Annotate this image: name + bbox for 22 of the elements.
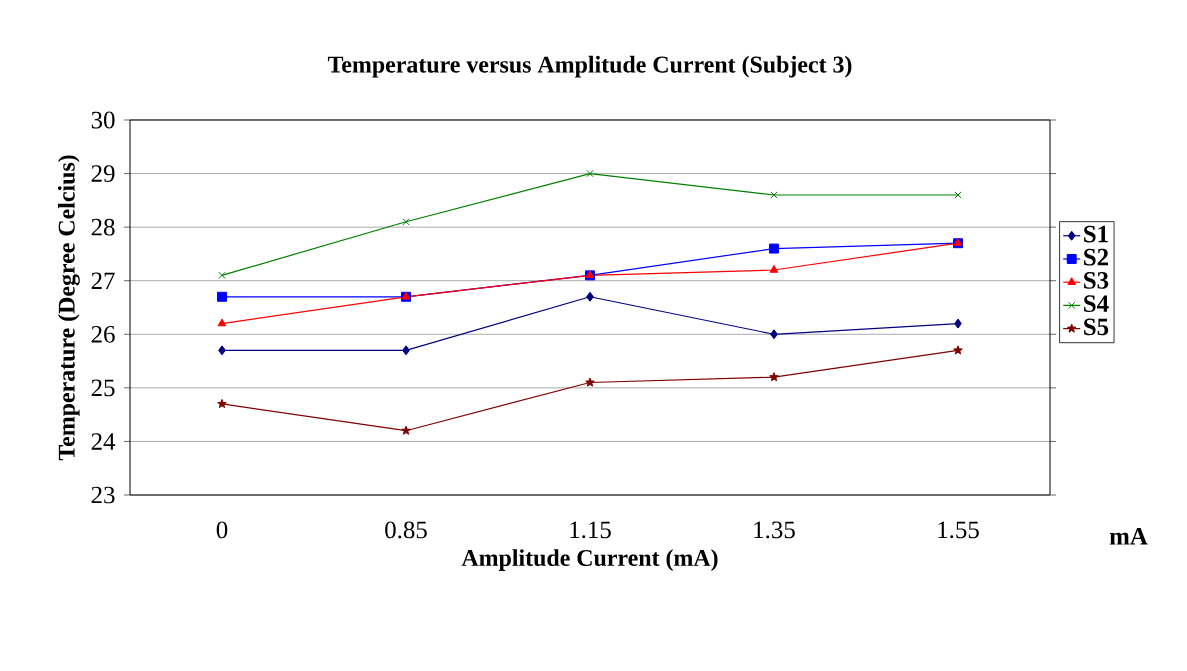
text: mA: [1109, 528, 1148, 545]
y-axis-title: Temperature (Degree Celcius): [57, 155, 80, 461]
x-tick-label: 1.35: [754, 521, 795, 539]
x-tick-label: 0.85: [385, 521, 427, 539]
x-tick-label: 1.55: [938, 521, 979, 539]
chart-title: Temperature versus Amplitude Current (Subject 3): [327, 55, 852, 78]
y-tick-label: 28: [91, 218, 115, 236]
legend-label: S5: [1084, 318, 1109, 336]
y-tick-label: 25: [91, 379, 115, 397]
x-axis-title: Amplitude Current (mA): [461, 549, 718, 571]
y-tick-label: 30: [91, 111, 115, 129]
y-tick-label: 26: [91, 325, 115, 343]
y-tick-label: 29: [91, 165, 115, 182]
y-tick-label: 23: [91, 486, 115, 504]
x-tick-label: 1.15: [570, 521, 611, 539]
x-tick-label: 0: [216, 521, 228, 539]
y-tick-label: 27: [91, 272, 115, 289]
legend-label: S2: [1084, 248, 1109, 266]
y-tick-label: 24: [91, 433, 116, 450]
legend-label: S4: [1084, 295, 1109, 313]
legend-label: S3: [1084, 272, 1109, 289]
legend-label: S1: [1084, 225, 1108, 243]
